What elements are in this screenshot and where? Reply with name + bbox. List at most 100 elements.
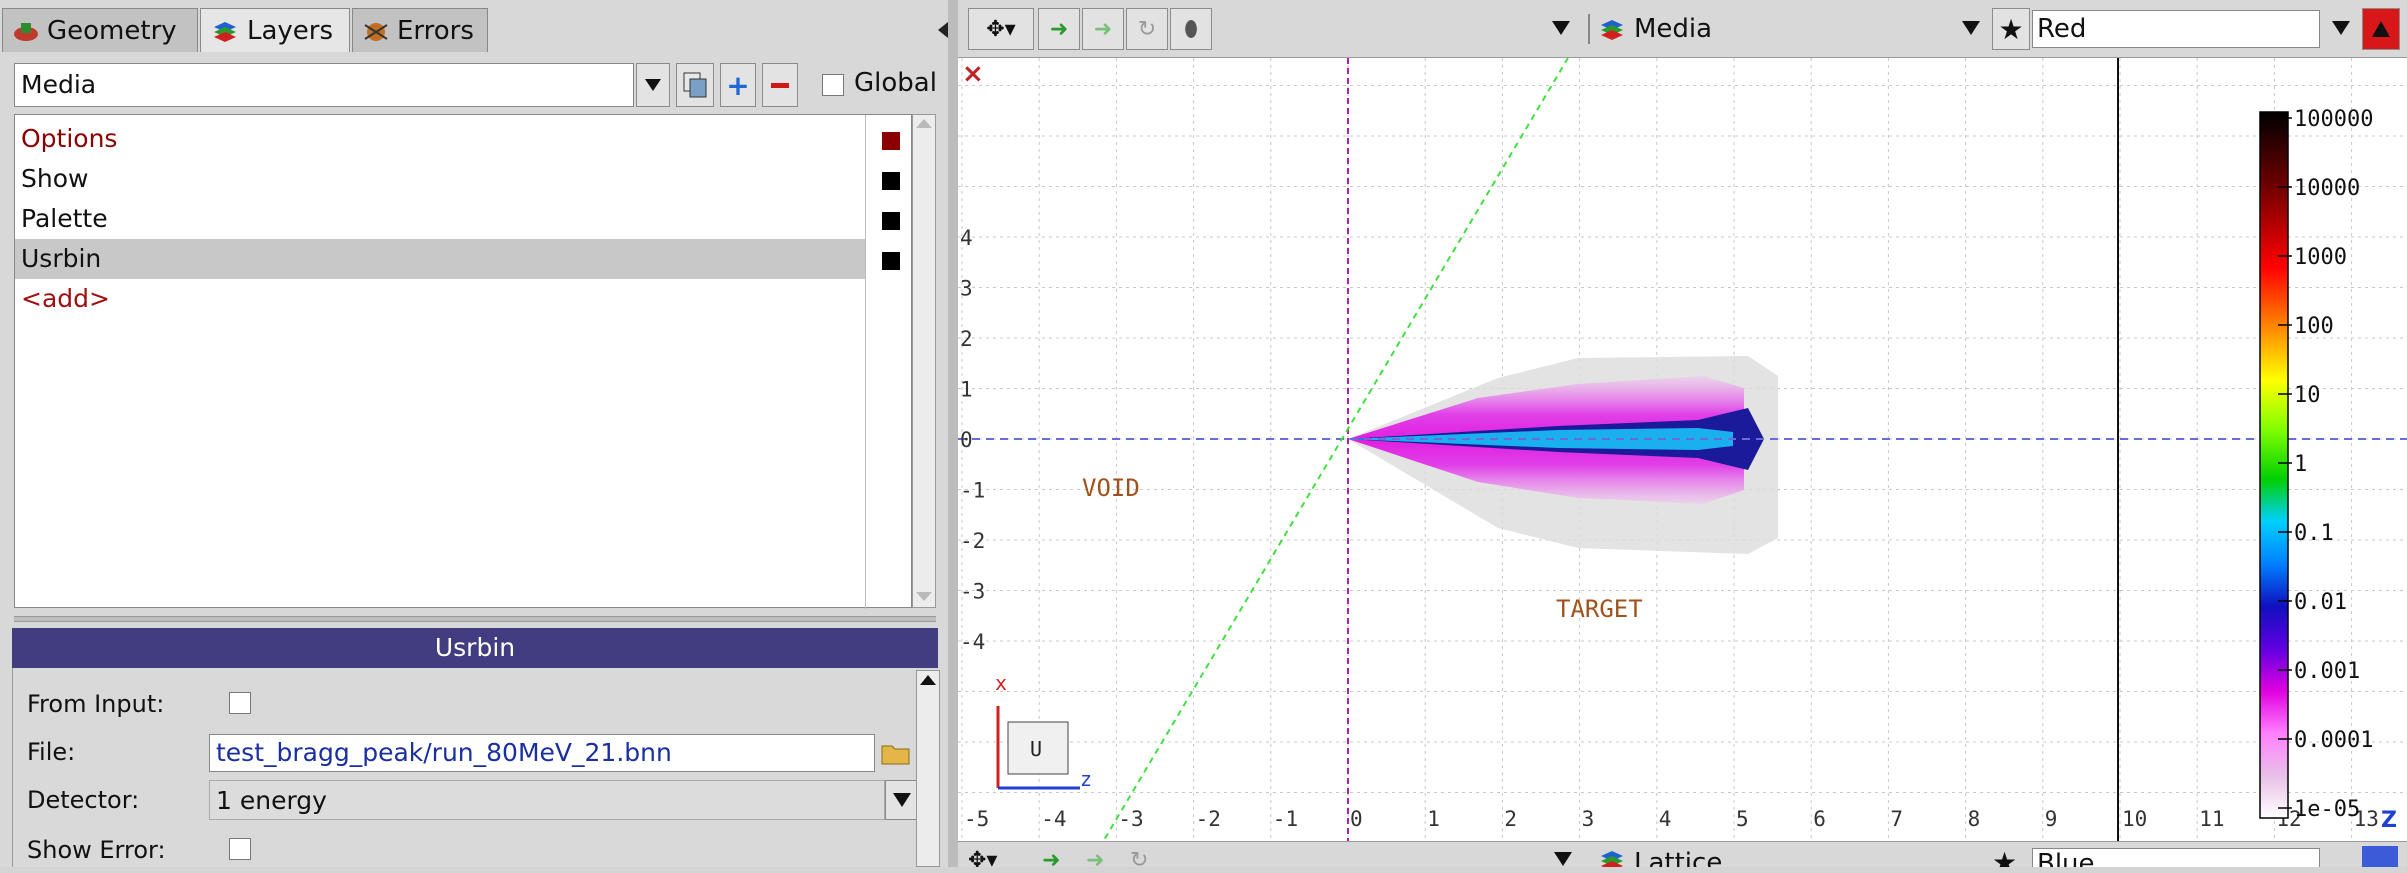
refresh-button-bottom[interactable]: ↻ (1130, 848, 1149, 867)
properties-scrollbar[interactable] (916, 670, 940, 867)
list-item-add[interactable]: <add> (15, 279, 865, 319)
scroll-up-icon[interactable] (916, 119, 932, 128)
z-axis-icon: Z (2381, 808, 2397, 833)
colorbar-label: 0.1 (2294, 521, 2334, 546)
copy-layer-button[interactable] (676, 63, 714, 107)
tab-geometry-label: Geometry (47, 15, 177, 46)
layer-show-label: Show (21, 164, 89, 193)
list-item-selected[interactable]: Usrbin (15, 239, 865, 279)
list-scrollbar[interactable] (912, 114, 936, 608)
y-tick-label: 4 (960, 226, 973, 250)
properties-title: Usrbin (434, 633, 516, 662)
show-error-label: Show Error: (27, 836, 166, 864)
file-field[interactable]: test_bragg_peak/run_80MeV_21.bnn (209, 734, 875, 772)
color-dropdown-top[interactable] (2324, 8, 2358, 48)
swatch-column (865, 115, 916, 609)
x-tick-labels: -5 -4 -3 -2 -1 0 1 2 3 4 5 6 7 8 9 10 11 12 13 (964, 807, 2379, 831)
layer-selector-bottom[interactable]: Lattice (1598, 848, 1722, 867)
layer-options-label: Options (21, 124, 118, 153)
minus-icon (771, 82, 789, 88)
colorbar-label: 10000 (2294, 176, 2360, 201)
swatch-show[interactable] (882, 172, 900, 190)
splitter-handle[interactable] (14, 616, 936, 622)
view-3d-button[interactable]: ⬮ (1170, 8, 1212, 50)
x-tick-label: 0 (1350, 807, 1363, 831)
viewer-color-button-bottom[interactable] (2362, 846, 2398, 867)
move-icon: ✥▾ (986, 16, 1016, 42)
plot-canvas[interactable]: VOID TARGET -5 -4 -3 -2 -1 0 1 2 3 4 5 6 7 8 9 10 11 12 13… (958, 34, 2407, 868)
arrow-right-icon: ➜ (1093, 16, 1113, 42)
back-button[interactable]: ➜ (1038, 8, 1080, 50)
chevron-down-icon (1552, 21, 1570, 35)
from-input-checkbox[interactable] (229, 692, 251, 714)
colorbar (2259, 111, 2289, 819)
y-tick-label: -4 (960, 630, 985, 654)
color-value-bottom: Blue (2037, 849, 2095, 867)
y-tick-labels: 4 3 2 1 0 -1 -2 -3 -4 (960, 226, 985, 654)
detector-dropdown[interactable] (885, 780, 919, 820)
x-tick-label: 13 (2354, 807, 2379, 831)
pane-splitter[interactable] (948, 0, 958, 867)
colorbar-label: 1000 (2294, 245, 2347, 270)
color-combo-bottom[interactable]: Blue (2032, 848, 2320, 867)
tab-errors[interactable]: Errors (352, 8, 488, 52)
y-tick-label: -2 (960, 529, 985, 553)
colorbar-label: 100000 (2294, 107, 2373, 132)
layer-dropdown-top[interactable] (1544, 8, 1578, 48)
layers-icon (214, 21, 236, 42)
open-file-button[interactable] (879, 734, 913, 772)
scroll-down-icon[interactable] (916, 592, 932, 601)
forward-button-bottom[interactable]: ➜ (1086, 848, 1105, 867)
tab-layers[interactable]: Layers (200, 8, 350, 52)
chevron-down-icon (1962, 21, 1980, 35)
layer-list: Options Show Palette Usrbin <add> (14, 114, 912, 609)
remove-layer-button[interactable] (762, 63, 798, 107)
viewer-color-button[interactable] (2362, 8, 2400, 50)
x-tick-label: 1 (1427, 807, 1440, 831)
gizmo-x-label: x (995, 671, 1007, 695)
folder-icon (881, 745, 910, 765)
diagonal-line (1087, 57, 1569, 868)
viewer-layer-name: Media (1634, 14, 1713, 44)
tab-geometry[interactable]: Geometry (2, 8, 198, 52)
star-icon[interactable]: ★ (1992, 846, 2018, 867)
viewer-layer-name-bottom: Lattice (1634, 848, 1723, 867)
show-error-checkbox[interactable] (229, 838, 251, 860)
pan-tool-button[interactable]: ✥▾ (968, 8, 1034, 50)
x-tick-label: 2 (1504, 807, 1517, 831)
swatch-options[interactable] (882, 132, 900, 150)
favorite-button[interactable]: ★ (1992, 8, 2030, 50)
list-item[interactable]: Options (15, 119, 865, 159)
refresh-icon: ↻ (1137, 16, 1157, 42)
geometry-viewport[interactable]: VOID TARGET -5 -4 -3 -2 -1 0 1 2 3 4 5 6 7 8 9 10 11 12 13… (958, 34, 2407, 868)
toolbar-separator (1588, 14, 1590, 44)
layer-selector-top[interactable]: Media (1598, 10, 1898, 48)
chevron-down-icon (645, 79, 661, 91)
close-icon[interactable]: × (962, 59, 984, 89)
layer-combo[interactable]: Media (14, 63, 634, 107)
global-checkbox[interactable] (822, 74, 844, 96)
layer-combo-dropdown[interactable] (636, 63, 670, 107)
scroll-up-icon[interactable] (920, 675, 936, 685)
swatch-palette[interactable] (882, 212, 900, 230)
chevron-down-icon[interactable] (1554, 852, 1572, 866)
pan-tool-button-bottom[interactable]: ✥▾ (968, 848, 998, 867)
detector-combo[interactable]: 1 energy (209, 780, 885, 820)
x-tick-label: -4 (1041, 807, 1066, 831)
back-button-bottom[interactable]: ➜ (1042, 848, 1061, 867)
gizmo-z-label: z (1080, 767, 1092, 791)
collapse-arrow-icon[interactable] (938, 22, 948, 38)
chevron-down-icon (2332, 21, 2350, 35)
swatch-usrbin[interactable] (882, 252, 900, 270)
forward-button[interactable]: ➜ (1082, 8, 1124, 50)
colorbar-label: 0.0001 (2294, 728, 2373, 753)
list-item[interactable]: Show (15, 159, 865, 199)
refresh-button[interactable]: ↻ (1126, 8, 1168, 50)
y-tick-label: -1 (960, 479, 985, 503)
list-item[interactable]: Palette (15, 199, 865, 239)
x-tick-label: 8 (1968, 807, 1981, 831)
x-tick-label: -1 (1273, 807, 1298, 831)
color-combo-top[interactable]: Red (2032, 10, 2320, 48)
layer-menu-top[interactable] (1954, 8, 1988, 48)
add-layer-button[interactable]: + (720, 63, 756, 107)
